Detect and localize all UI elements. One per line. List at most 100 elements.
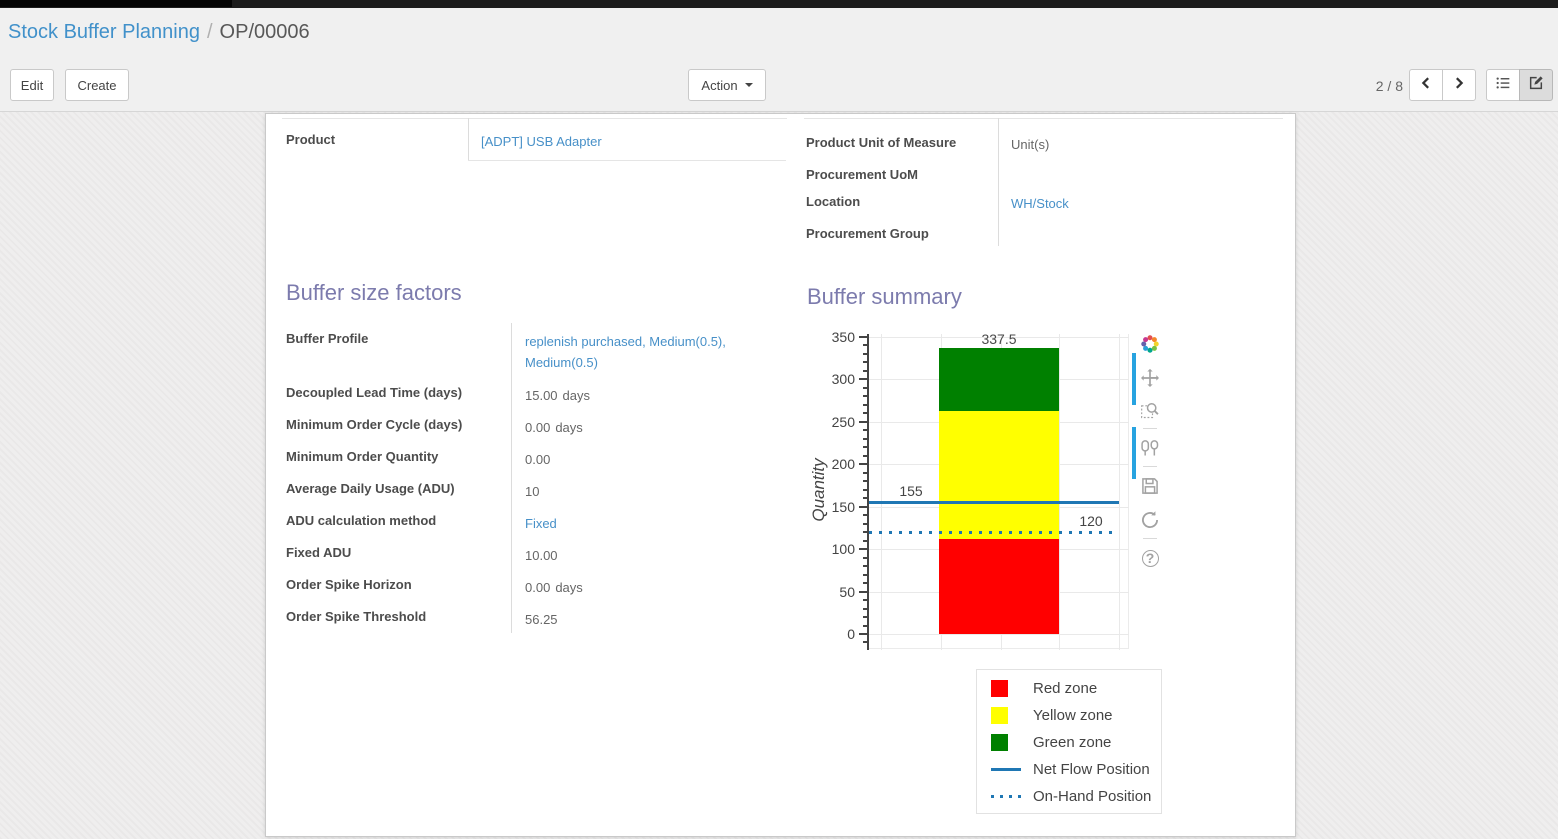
- field-value-spike-horizon: 0.00: [525, 580, 551, 595]
- zoom-icon[interactable]: [1140, 400, 1160, 420]
- form-sheet: Product [ADPT] USB Adapter Product Unit …: [265, 113, 1296, 837]
- field-value-fixed-adu: 10.00: [525, 548, 558, 563]
- buffer-factors-group: Buffer Profile replenish purchased, Medi…: [286, 323, 786, 633]
- chart-legend: Red zone Yellow zone Green zone Net Flow…: [976, 669, 1162, 814]
- pager-next-button[interactable]: [1442, 69, 1476, 101]
- adu-method-link[interactable]: Fixed: [525, 516, 557, 531]
- pager-previous-button[interactable]: [1409, 69, 1443, 101]
- buffer-profile-link[interactable]: replenish purchased, Medium(0.5), Medium…: [525, 334, 726, 370]
- pan-icon[interactable]: [1140, 368, 1160, 388]
- y-axis-title: Quantity: [809, 458, 828, 522]
- form-view: Product [ADPT] USB Adapter Product Unit …: [0, 113, 1558, 839]
- field-label-location: Location: [806, 194, 861, 209]
- plotly-logo-icon[interactable]: [1140, 334, 1160, 354]
- edit-form-icon: [1528, 75, 1544, 96]
- control-panel: Stock Buffer Planning / OP/00006 Edit Crea…: [0, 8, 1558, 112]
- zone-red-zone: [939, 538, 1059, 634]
- field-value-min-order-qty: 0.00: [525, 452, 551, 467]
- field-row: Minimum Order Cycle (days) 0.00 days: [286, 409, 786, 441]
- section-title-buffer-size-factors: Buffer size factors: [286, 280, 462, 305]
- field-row: Average Daily Usage (ADU) 10: [286, 473, 786, 505]
- field-label-adu-method: ADU calculation method: [286, 513, 437, 528]
- list-icon: [1495, 75, 1511, 96]
- field-row: Fixed ADU 10.00: [286, 537, 786, 569]
- yellow-zone-swatch: [991, 707, 1021, 724]
- help-icon[interactable]: ?: [1140, 548, 1160, 568]
- reset-axes-icon[interactable]: [1140, 510, 1160, 530]
- field-value-dlt: 15.00: [525, 388, 558, 403]
- modebar-active-indicator: [1132, 353, 1136, 405]
- y-axis-line: [867, 334, 869, 650]
- caret-down-icon: [744, 83, 753, 87]
- field-row: Minimum Order Quantity 0.00: [286, 441, 786, 473]
- view-switcher: [1486, 69, 1553, 101]
- group-separator: [468, 118, 469, 160]
- field-value-adu: 10: [525, 484, 540, 499]
- field-row: Buffer Profile replenish purchased, Medi…: [286, 323, 786, 377]
- breadcrumb-separator: /: [206, 21, 213, 43]
- field-row: Decoupled Lead Time (days) 15.00 days: [286, 377, 786, 409]
- field-label-min-order-cycle: Minimum Order Cycle (days): [286, 417, 463, 432]
- field-value-product-uom: Unit(s): [1011, 137, 1050, 152]
- top-navbar-left-segment: [0, 0, 232, 7]
- field-value-spike-threshold: 56.25: [525, 612, 558, 627]
- field-label-procurement-uom: Procurement UoM: [806, 167, 918, 182]
- top-navbar: [0, 0, 1558, 8]
- pager-counter: 2 / 8: [1375, 78, 1403, 94]
- legend-item-on-hand[interactable]: On-Hand Position: [991, 783, 1161, 810]
- net-flow-swatch: [991, 768, 1021, 771]
- line-on-hand-position: [869, 531, 1119, 535]
- breadcrumb: Stock Buffer Planning / OP/00006: [8, 21, 310, 44]
- row-divider: [804, 118, 1283, 119]
- red-zone-swatch: [991, 680, 1021, 697]
- legend-item-red-zone[interactable]: Red zone: [991, 675, 1161, 702]
- action-label: Action: [701, 77, 738, 93]
- edit-button[interactable]: Edit: [10, 69, 54, 101]
- on-hand-swatch: [991, 795, 1021, 798]
- pager-buttons: [1409, 69, 1476, 101]
- field-row: ADU calculation method Fixed: [286, 505, 786, 537]
- field-unit-dlt: days: [562, 388, 591, 403]
- location-link[interactable]: WH/Stock: [1011, 196, 1069, 211]
- field-label-dlt: Decoupled Lead Time (days): [286, 385, 463, 400]
- compare-hover-icon[interactable]: [1140, 438, 1160, 458]
- field-label-product: Product: [286, 132, 336, 147]
- breadcrumb-parent-link[interactable]: Stock Buffer Planning: [8, 21, 200, 43]
- field-label-buffer-profile: Buffer Profile: [286, 331, 369, 346]
- form-view-button[interactable]: [1519, 69, 1553, 101]
- legend-item-green-zone[interactable]: Green zone: [991, 729, 1161, 756]
- field-label-adu: Average Daily Usage (ADU): [286, 481, 455, 496]
- legend-item-net-flow[interactable]: Net Flow Position: [991, 756, 1161, 783]
- field-row: Order Spike Threshold 56.25: [286, 601, 786, 633]
- field-label-spike-threshold: Order Spike Threshold: [286, 609, 427, 624]
- field-row: Order Spike Horizon 0.00 days: [286, 569, 786, 601]
- field-unit-spike-horizon: days: [555, 580, 583, 595]
- chevron-left-icon: [1419, 76, 1433, 95]
- line-net-flow-position: [869, 501, 1119, 505]
- field-value-min-order-cycle: 0.00: [525, 420, 551, 435]
- field-label-fixed-adu: Fixed ADU: [286, 545, 352, 560]
- cell-divider: [468, 160, 786, 161]
- modebar-active-indicator: [1132, 427, 1136, 479]
- group-separator: [998, 118, 999, 246]
- breadcrumb-current: OP/00006: [219, 21, 310, 43]
- modebar-divider: [1143, 466, 1157, 467]
- zone-green-zone: [939, 347, 1059, 412]
- action-dropdown-button[interactable]: Action: [688, 69, 766, 101]
- list-view-button[interactable]: [1486, 69, 1520, 101]
- chevron-right-icon: [1452, 76, 1466, 95]
- field-unit-min-order-cycle: days: [555, 420, 583, 435]
- download-icon[interactable]: [1140, 476, 1160, 496]
- field-label-min-order-qty: Minimum Order Quantity: [286, 449, 439, 464]
- section-title-buffer-summary: Buffer summary: [807, 284, 962, 309]
- modebar-divider: [1143, 428, 1157, 429]
- create-button[interactable]: Create: [65, 69, 129, 101]
- plot-area: [869, 334, 1129, 649]
- legend-item-yellow-zone[interactable]: Yellow zone: [991, 702, 1161, 729]
- product-link[interactable]: [ADPT] USB Adapter: [481, 134, 602, 149]
- field-label-procurement-group: Procurement Group: [806, 226, 929, 241]
- field-label-spike-horizon: Order Spike Horizon: [286, 577, 412, 592]
- field-label-product-uom: Product Unit of Measure: [806, 135, 957, 150]
- green-zone-swatch: [991, 734, 1021, 751]
